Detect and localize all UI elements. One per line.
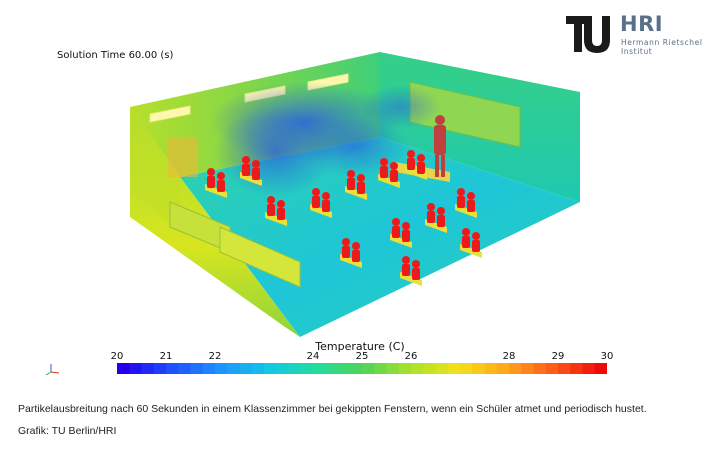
colorbar-tick-label: 28 (502, 351, 516, 362)
window-1 (149, 105, 191, 123)
colorbar-segment (313, 363, 326, 374)
students-and-desks (205, 150, 482, 286)
colorbar-segment (472, 363, 485, 374)
colorbar-segment (288, 363, 302, 374)
colorbar-segment (117, 363, 130, 374)
colorbar-segment (264, 363, 277, 374)
colorbar-tick-label: 20 (110, 351, 124, 362)
colorbar-tick-label: 24 (306, 351, 320, 362)
colorbar-segment (594, 363, 607, 374)
colorbar-tick-label: 22 (208, 351, 222, 362)
temperature-colorbar (117, 363, 607, 374)
colorbar-segment (496, 363, 510, 374)
colorbar-segment (251, 363, 265, 374)
colorbar-segment (460, 363, 473, 374)
colorbar-segment (533, 363, 547, 374)
colorbar-segment (521, 363, 534, 374)
colorbar-segment (582, 363, 596, 374)
colorbar-segment (300, 363, 314, 374)
colorbar-segment (386, 363, 400, 374)
logo-name-line-2: Institut (621, 47, 653, 56)
colorbar-segment (337, 363, 351, 374)
colorbar-segment (178, 363, 191, 374)
colorbar-segment (227, 363, 240, 374)
colorbar-tick-label: 26 (404, 351, 418, 362)
tu-berlin-hri-logo: Berlin HRI Hermann Rietschel Institut (566, 12, 706, 58)
image-credit: Grafik: TU Berlin/HRI (18, 425, 117, 437)
colorbar-tick-label: 30 (600, 351, 614, 362)
colorbar-segment (153, 363, 167, 374)
teacher-figure (434, 115, 446, 177)
colorbar-segment (202, 363, 216, 374)
classroom-simulation-scene (130, 52, 580, 337)
colorbar-segment (423, 363, 436, 374)
colorbar-segment (166, 363, 179, 374)
colorbar-segment (447, 363, 461, 374)
colorbar-segment (129, 363, 142, 374)
solution-time-label: Solution Time 60.00 (s) (57, 50, 174, 61)
axis-triad-icon (45, 364, 60, 376)
colorbar-segment (349, 363, 363, 374)
colorbar-segment (374, 363, 387, 374)
colorbar-segment (509, 363, 522, 374)
colorbar-segment (435, 363, 449, 374)
colorbar-segment (484, 363, 498, 374)
colorbar-tick-label: 25 (355, 351, 369, 362)
colorbar-segment (362, 363, 375, 374)
logo-mark-text: Berlin (595, 29, 601, 44)
logo-name-line-1: Hermann Rietschel (621, 38, 703, 47)
image-caption: Partikelausbreitung nach 60 Sekunden in … (18, 403, 647, 415)
logo-abbreviation: HRI (620, 12, 664, 36)
colorbar-segment (215, 363, 228, 374)
colorbar-tick-label: 21 (159, 351, 173, 362)
colorbar-segment (411, 363, 424, 374)
colorbar-segment (545, 363, 559, 374)
colorbar-segment (558, 363, 571, 374)
colorbar-tick-label: 29 (551, 351, 565, 362)
left-wall (130, 107, 300, 337)
colorbar-segment (325, 363, 338, 374)
colorbar-segment (570, 363, 583, 374)
colorbar-title: Temperature (C) (315, 340, 405, 353)
colorbar-segment (190, 363, 204, 374)
colorbar-segment (239, 363, 253, 374)
colorbar-segment (141, 363, 155, 374)
colorbar-segment (398, 363, 412, 374)
colorbar-segment (276, 363, 289, 374)
tu-berlin-logo-icon: Berlin (566, 16, 610, 53)
